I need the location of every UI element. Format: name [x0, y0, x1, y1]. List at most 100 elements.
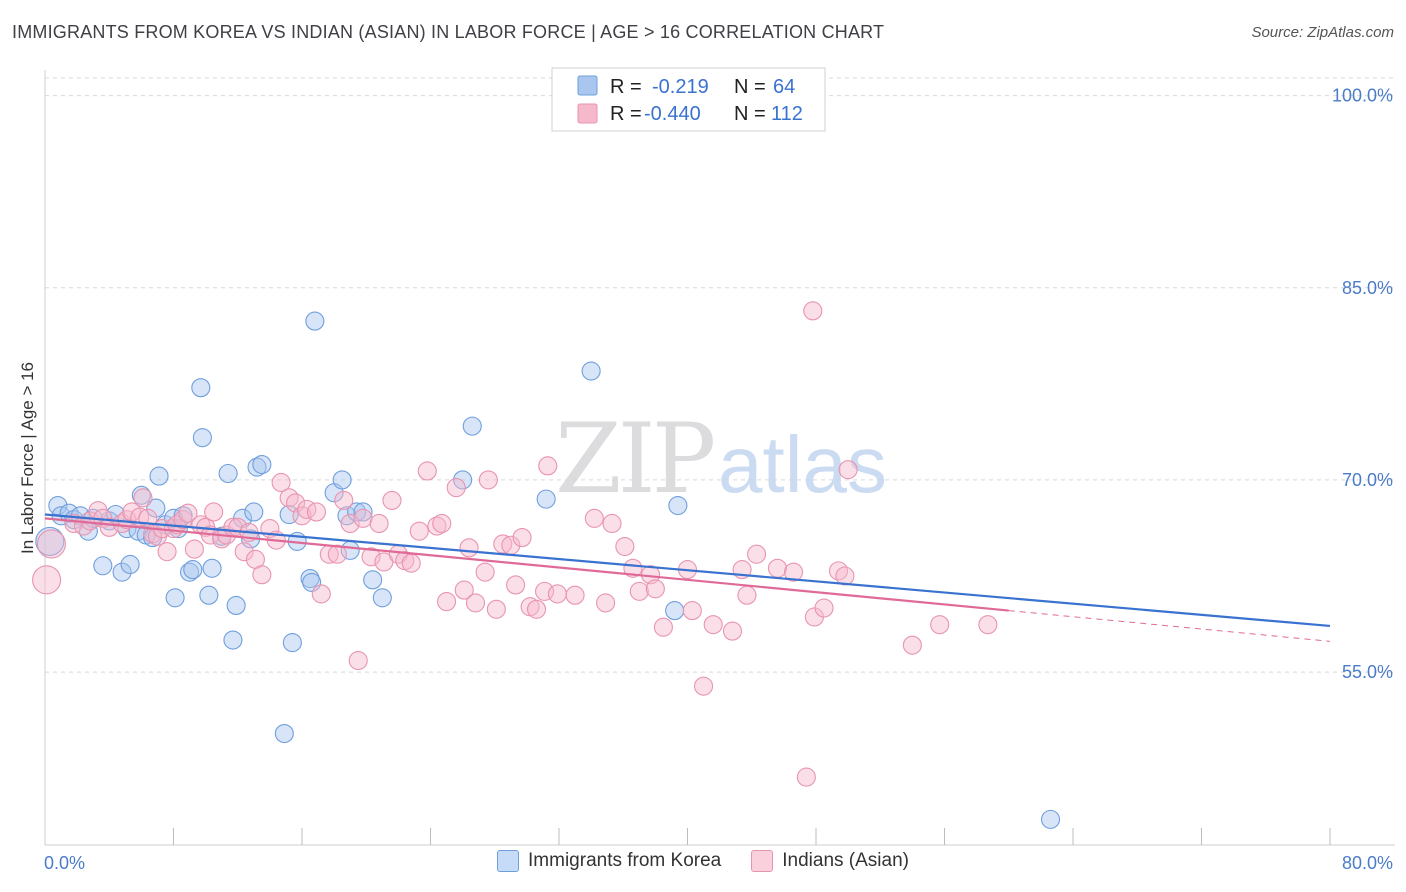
indian-point [409, 521, 429, 541]
stats-box: R = -0.219 N = 64 R = -0.440 N = 112 [551, 67, 826, 132]
korea-point [353, 502, 373, 522]
indian-point [353, 508, 373, 528]
indian-point [252, 565, 272, 585]
trend-lines [44, 513, 1331, 642]
korea-point [199, 585, 219, 605]
stats-indian-r-label: R = [610, 103, 642, 125]
stats-korea-r-value: -0.219 [652, 76, 709, 98]
indian-point [703, 615, 723, 635]
indian-point [623, 558, 643, 578]
korea-point [183, 560, 203, 580]
korea-point [146, 498, 166, 518]
indian-point [465, 593, 486, 613]
legend: Immigrants from Korea Indians (Asian) [0, 850, 1406, 872]
indian-point [978, 615, 998, 635]
indian-point [327, 544, 347, 564]
indian-point [279, 488, 299, 508]
x-tick-label-max: 80.0% [1342, 853, 1393, 873]
indian-point [828, 561, 849, 581]
stats-korea-n-value: 64 [773, 76, 795, 98]
korea-point [165, 588, 185, 608]
indian-point [547, 584, 567, 604]
indian-point [459, 538, 479, 558]
legend-korea-swatch [497, 850, 520, 872]
stats-korea-n-label: N = [734, 76, 766, 98]
korea-point [35, 526, 65, 556]
source-label: Source: ZipAtlas.com [1251, 24, 1394, 41]
chart-title: IMMIGRANTS FROM KOREA VS INDIAN (ASIAN) … [12, 22, 885, 42]
y-tick-label: 70.0% [1342, 470, 1393, 490]
indian-point [204, 502, 224, 522]
indian-point [565, 585, 585, 605]
tick-labels: 55.0% 70.0% 85.0% 100.0% 0.0% 80.0% [44, 86, 1393, 873]
legend-korea-label: Immigrants from Korea [528, 850, 722, 871]
indian-point [486, 599, 506, 619]
indian-point [838, 460, 858, 480]
indian-point [184, 539, 204, 559]
indian-point [234, 542, 254, 562]
y-tick-label: 55.0% [1342, 662, 1393, 682]
korea-point [372, 588, 392, 608]
indian-point [271, 472, 291, 493]
indian-point [694, 676, 714, 696]
korea-point [252, 454, 272, 475]
indian-point [526, 599, 547, 619]
korea-point [192, 428, 212, 448]
indian-point [157, 542, 177, 562]
indian-point [767, 558, 788, 578]
indian-point [475, 562, 495, 582]
indian-point [382, 490, 402, 510]
stats-indian-n-label: N = [734, 103, 766, 125]
indian-point [902, 635, 922, 655]
indian-point [32, 565, 62, 595]
indian-point [653, 617, 673, 637]
korea-point [665, 601, 685, 621]
indian-point [682, 601, 702, 621]
indian-point [722, 621, 743, 641]
indian-point [584, 508, 604, 528]
indian-point [596, 593, 616, 613]
korea-point [453, 470, 473, 490]
korea-point [244, 502, 264, 522]
indian-point [36, 529, 66, 559]
korea-points [35, 311, 1061, 829]
korea-point [149, 466, 169, 486]
axes [44, 70, 1395, 846]
legend-item-korea[interactable]: Immigrants from Korea [497, 850, 721, 872]
korea-point [120, 554, 140, 575]
indian-point [783, 562, 804, 582]
korea-point [226, 595, 246, 616]
korea-point [112, 562, 132, 582]
x-tick-label-min: 0.0% [44, 853, 85, 873]
korea-point [1040, 809, 1061, 829]
indian-trend-extension [1008, 610, 1331, 642]
korea-point [282, 633, 302, 653]
indian-point [311, 584, 331, 604]
indian-point [133, 488, 153, 508]
legend-indian-label: Indians (Asian) [782, 850, 909, 871]
stats-indian-r-value: -0.440 [644, 103, 701, 125]
korea-point [218, 463, 238, 484]
indian-point [178, 503, 198, 523]
indian-point [401, 553, 421, 573]
stats-indian-swatch [577, 103, 598, 124]
korea-point [536, 489, 556, 509]
indian-point [417, 461, 437, 481]
korea-point [305, 311, 325, 331]
indian-point [493, 534, 513, 554]
stats-korea-r-label: R = [610, 76, 642, 98]
indian-point [361, 547, 381, 567]
indian-point [645, 579, 665, 599]
watermark-atlas: atlas [718, 420, 887, 509]
indian-point [454, 580, 474, 600]
indian-point [538, 456, 558, 476]
indian-point [437, 592, 457, 612]
korea-point [581, 361, 601, 381]
indian-point [930, 615, 950, 635]
indian-point [796, 767, 816, 787]
legend-item-indian[interactable]: Indians (Asian) [751, 850, 909, 872]
indian-point [512, 528, 532, 548]
korea-point [332, 470, 352, 490]
indian-point [340, 513, 360, 534]
korea-point [180, 562, 200, 582]
